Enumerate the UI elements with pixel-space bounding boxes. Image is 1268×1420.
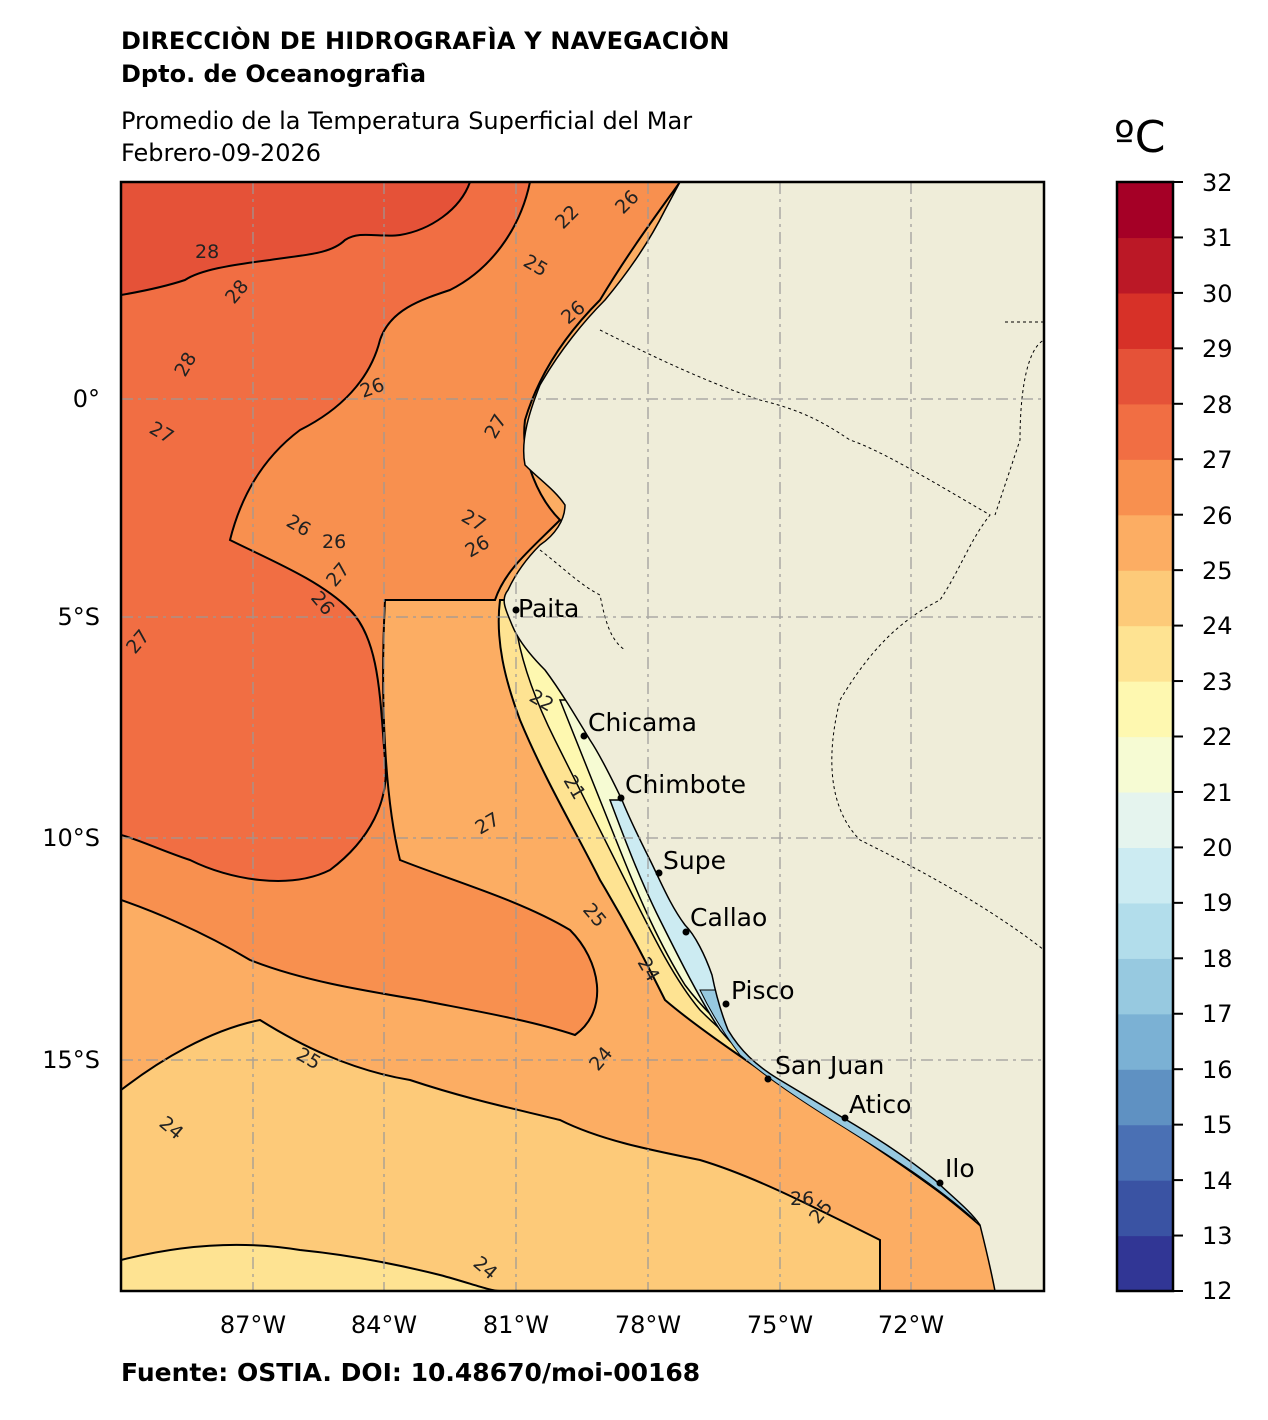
- colorbar-tick-label: 12: [1202, 1277, 1233, 1305]
- colorbar-segment: [1117, 847, 1173, 903]
- city-label-san-juan: San Juan: [775, 1051, 884, 1080]
- colorbar-tick-label: 29: [1202, 335, 1233, 363]
- colorbar-tick-label: 30: [1202, 280, 1233, 308]
- lat-tick-label: 10°S: [42, 824, 100, 852]
- colorbar-tick-label: 25: [1202, 557, 1233, 585]
- city-label-atico: Atico: [849, 1090, 911, 1119]
- colorbar-segment: [1117, 1236, 1173, 1292]
- lon-tick-label: 72°W: [878, 1311, 944, 1339]
- colorbar-segment: [1117, 626, 1173, 682]
- map-area: Paita Chicama Chimbote Supe Callao Pisco…: [121, 182, 1044, 1291]
- colorbar-segment: [1117, 903, 1173, 959]
- lat-tick-label: 15°S: [42, 1046, 100, 1074]
- lat-tick-label: 0°: [73, 385, 100, 413]
- city-label-supe: Supe: [663, 846, 726, 875]
- colorbar-tick-label: 13: [1202, 1222, 1233, 1250]
- lon-tick-label: 84°W: [351, 1311, 417, 1339]
- lon-tick-label: 75°W: [747, 1311, 813, 1339]
- colorbar-segment: [1117, 237, 1173, 293]
- colorbar-segment: [1117, 515, 1173, 571]
- city-label-chicama: Chicama: [588, 708, 697, 737]
- colorbar-tick-label: 23: [1202, 668, 1233, 696]
- contour-label: 26: [322, 531, 346, 553]
- city-label-chimbote: Chimbote: [625, 770, 746, 799]
- contour-label: 28: [195, 241, 219, 263]
- colorbar-tick-label: 20: [1202, 834, 1233, 862]
- colorbar-segment: [1117, 1180, 1173, 1236]
- colorbar-tick-label: 21: [1202, 779, 1233, 807]
- colorbar-tick-label: 32: [1202, 169, 1233, 197]
- colorbar-tick-label: 24: [1202, 612, 1233, 640]
- colorbar-segment: [1117, 681, 1173, 737]
- colorbar-segment: [1117, 182, 1173, 238]
- colorbar-tick-label: 28: [1202, 391, 1233, 419]
- city-label-ilo: Ilo: [945, 1154, 975, 1183]
- lon-tick-label: 87°W: [220, 1311, 286, 1339]
- colorbar-tick-label: 18: [1202, 945, 1233, 973]
- colorbar-segment: [1117, 293, 1173, 349]
- city-label-callao: Callao: [690, 903, 767, 932]
- colorbar-segment: [1117, 1125, 1173, 1181]
- colorbar-segment: [1117, 1014, 1173, 1070]
- lon-tick-label: 81°W: [483, 1311, 549, 1339]
- colorbar-segment: [1117, 570, 1173, 626]
- colorbar-segment: [1117, 792, 1173, 848]
- lon-tick-label: 78°W: [615, 1311, 681, 1339]
- colorbar-tick-label: 14: [1202, 1167, 1233, 1195]
- city-label-pisco: Pisco: [731, 976, 795, 1005]
- colorbar-tick-label: 22: [1202, 723, 1233, 751]
- colorbar-tick-label: 17: [1202, 1000, 1233, 1028]
- colorbar-tick-label: 27: [1202, 446, 1233, 474]
- colorbar-segment: [1117, 459, 1173, 515]
- colorbar-tick-label: 16: [1202, 1056, 1233, 1084]
- colorbar-tick-label: 19: [1202, 889, 1233, 917]
- colorbar-tick-label: 26: [1202, 502, 1233, 530]
- colorbar-segment: [1117, 737, 1173, 793]
- city-label-paita: Paita: [518, 594, 579, 623]
- colorbar-segment: [1117, 348, 1173, 404]
- colorbar-segment: [1117, 404, 1173, 460]
- colorbar-tick-label: 31: [1202, 224, 1233, 252]
- lat-tick-label: 5°S: [57, 603, 100, 631]
- colorbar-segment: [1117, 958, 1173, 1014]
- colorbar-tick-label: 15: [1202, 1111, 1233, 1139]
- colorbar-segment: [1117, 1069, 1173, 1125]
- colorbar: [1117, 182, 1183, 1292]
